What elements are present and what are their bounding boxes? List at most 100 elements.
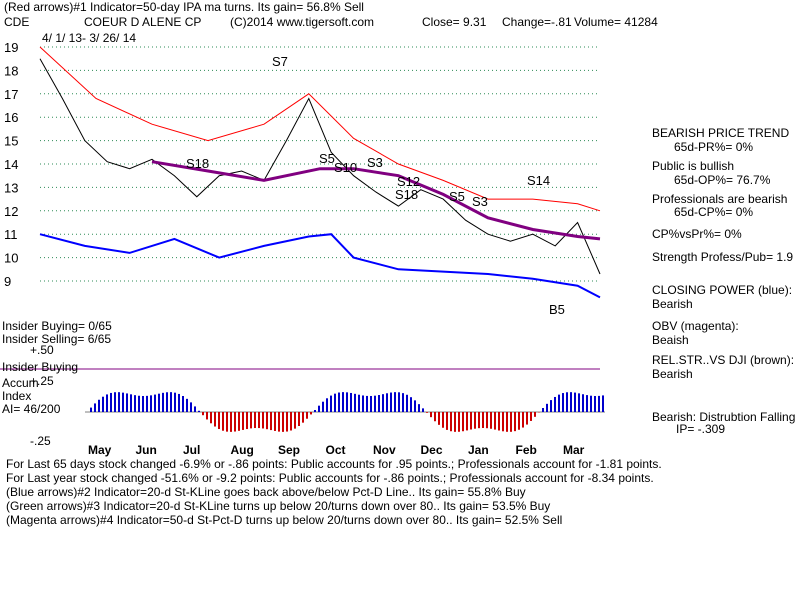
accum-bar	[270, 412, 272, 431]
accum-bar	[378, 395, 380, 412]
accum-bar	[522, 412, 524, 428]
accum-bar	[98, 399, 100, 412]
accum-bar	[298, 412, 300, 427]
accum-bar	[294, 412, 296, 429]
ip-value: IP= -.309	[676, 422, 726, 436]
accum-bar	[322, 401, 324, 412]
x-tick-label: Feb	[516, 443, 537, 457]
accum-plus25: +.25	[30, 374, 54, 388]
accum-bar	[210, 412, 212, 424]
accum-bar	[306, 412, 308, 419]
accum-bar	[598, 395, 600, 412]
price-grid	[40, 46, 600, 282]
series-line	[39, 233, 601, 299]
indicator-line-1: (Red arrows)#1 Indicator=50-day IPA ma t…	[4, 0, 364, 14]
date-range: 4/ 1/ 13- 3/ 26/ 14	[42, 31, 137, 45]
accum-bar	[442, 412, 444, 428]
accum-bar	[498, 412, 500, 431]
accum-bar	[318, 405, 320, 412]
accum-bar	[474, 412, 476, 429]
accum-label: Accum	[2, 376, 39, 390]
x-tick-label: Oct	[326, 443, 346, 457]
accum-bar	[558, 394, 560, 412]
y-tick-label: 13	[4, 180, 18, 195]
ai-value: AI= 46/200	[2, 402, 61, 416]
footer-line-3: (Blue arrows)#2 Indicator=20-d St-KLine …	[6, 485, 526, 499]
x-tick-label: Mar	[563, 443, 585, 457]
accum-bar	[370, 395, 372, 412]
x-tick-label: May	[88, 443, 112, 457]
accum-bar	[154, 394, 156, 412]
y-axis-ticks: 19 18 17 16 15 14 13 12 11 10 9	[4, 40, 18, 289]
accum-bar	[414, 400, 416, 412]
obv-label: OBV (magenta):	[652, 319, 739, 333]
accum-bar	[506, 412, 508, 432]
accum-bar	[542, 408, 544, 412]
distribution-label: Bearish: Distrubtion Falling	[652, 410, 796, 424]
accum-bar	[390, 392, 392, 412]
accum-bar	[438, 412, 440, 425]
close-value: Close= 9.31	[422, 15, 487, 29]
accum-bar	[346, 392, 348, 412]
accum-bar	[254, 412, 256, 429]
accum-bar	[334, 393, 336, 412]
accum-bar	[274, 412, 276, 431]
x-tick-label: Aug	[231, 443, 254, 457]
accum-bar	[534, 412, 536, 417]
trend-title: BEARISH PRICE TREND	[652, 126, 790, 140]
accum-bar	[458, 412, 460, 432]
accum-bar	[110, 392, 112, 412]
accum-bar	[130, 394, 132, 412]
accum-bar	[550, 400, 552, 412]
accum-bar	[570, 392, 572, 412]
signal-label: S18	[186, 156, 209, 171]
accum-bar	[106, 394, 108, 412]
accum-bar	[338, 392, 340, 412]
accum-bar	[574, 392, 576, 412]
signal-label: S14	[527, 173, 550, 188]
accum-bar	[482, 412, 484, 429]
accum-bar	[234, 412, 236, 432]
accum-bar	[122, 392, 124, 412]
accum-bar	[90, 407, 92, 412]
accum-bar	[138, 395, 140, 412]
accum-bar	[366, 395, 368, 412]
y-tick-label: 14	[4, 157, 18, 172]
accum-bar	[102, 396, 104, 412]
accum-bar	[282, 412, 284, 432]
accum-bar	[198, 410, 200, 412]
series-line	[39, 46, 601, 212]
pr-value: 65d-PR%= 0%	[674, 140, 754, 154]
strength-ratio: Strength Profess/Pub= 1.9	[652, 250, 794, 264]
ticker: CDE	[4, 15, 30, 29]
accum-bar	[398, 392, 400, 412]
accum-bar	[450, 412, 452, 432]
accum-bar	[250, 412, 252, 429]
signal-label: S10	[334, 160, 357, 175]
volume-value: Volume= 41284	[574, 15, 658, 29]
company-name: COEUR D ALENE CP	[84, 15, 202, 29]
y-tick-label: 16	[4, 110, 18, 125]
accum-bar	[262, 412, 264, 429]
cp-value: 65d-CP%= 0%	[674, 205, 754, 219]
accum-bar	[94, 403, 96, 412]
accum-bar	[134, 395, 136, 412]
accum-bar	[342, 392, 344, 412]
accum-bar	[190, 402, 192, 412]
accum-bar	[478, 412, 480, 429]
accum-bar	[374, 395, 376, 412]
insider-buying-count: Insider Buying= 0/65	[2, 319, 112, 333]
accum-bar	[182, 396, 184, 412]
accum-bar	[530, 412, 532, 421]
accum-bar	[486, 412, 488, 429]
signal-label: S5	[319, 151, 335, 166]
y-tick-label: 11	[4, 227, 18, 242]
accum-bar	[266, 412, 268, 430]
accum-bar	[586, 395, 588, 412]
signal-label: S7	[272, 54, 288, 69]
accum-bar	[142, 395, 144, 412]
accum-bar	[406, 394, 408, 412]
y-tick-label: 19	[4, 40, 18, 55]
accum-bar	[118, 392, 120, 412]
accum-bar	[230, 412, 232, 432]
